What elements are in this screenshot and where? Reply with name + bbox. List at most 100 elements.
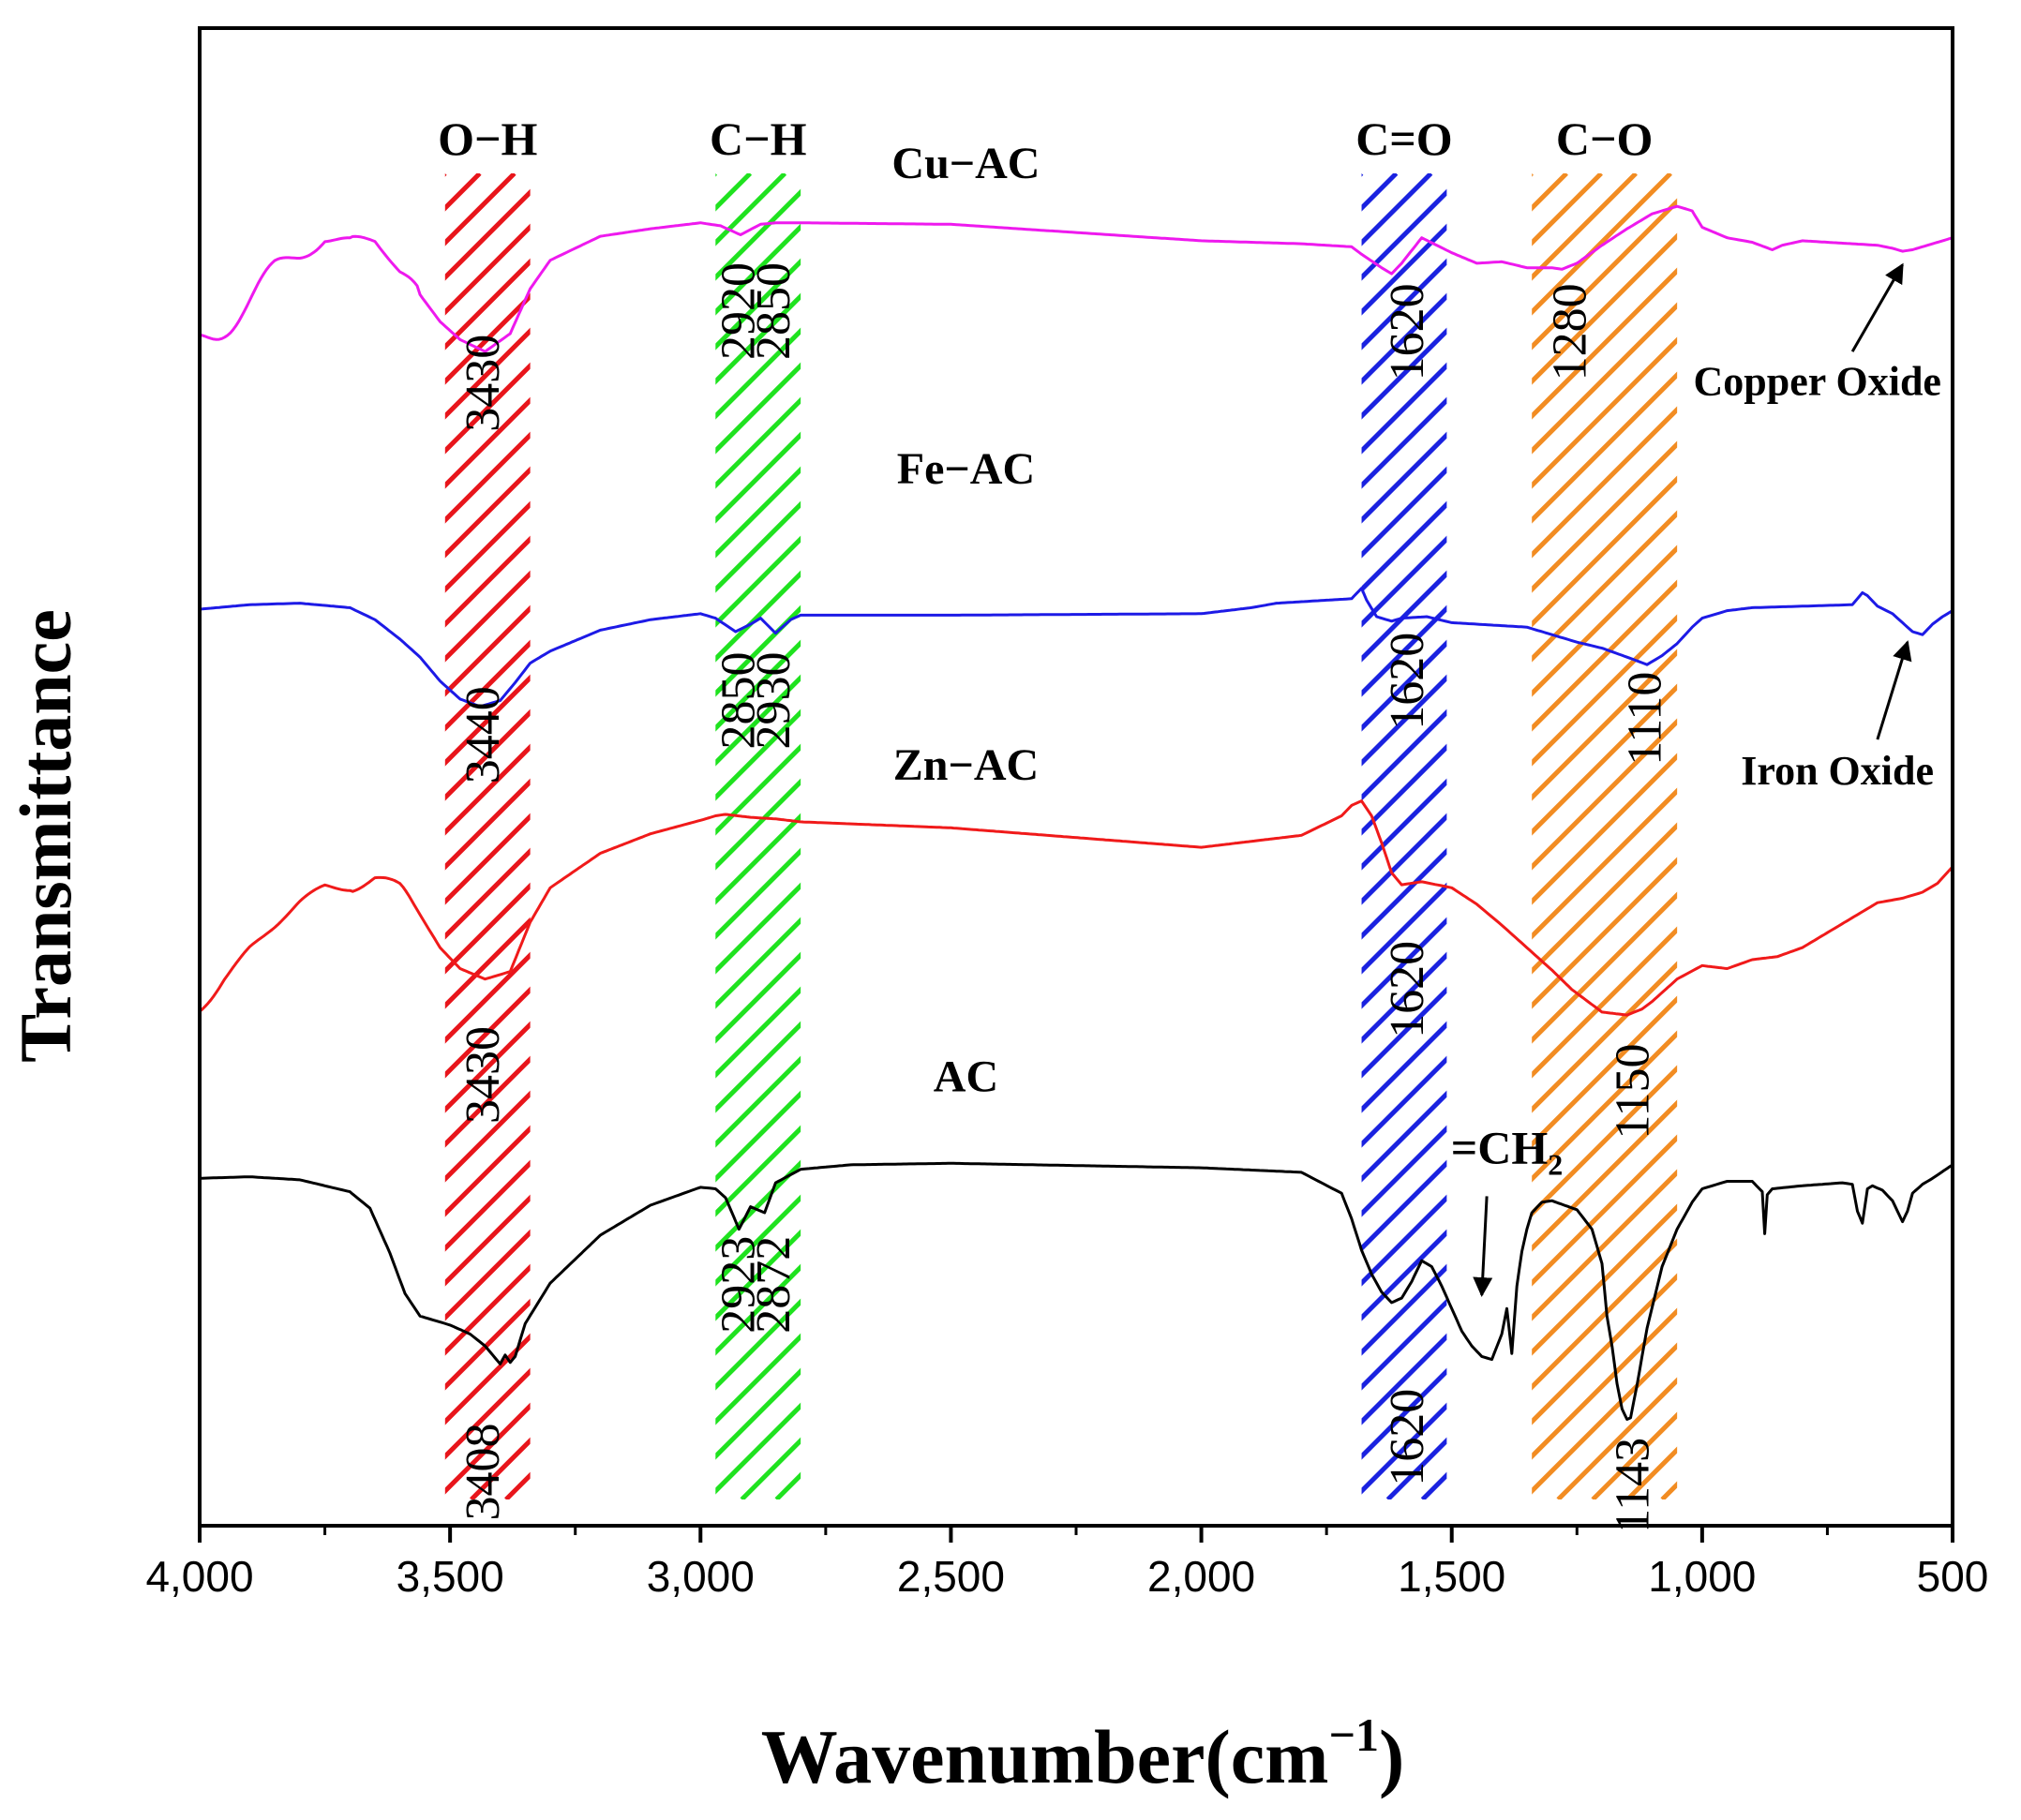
band-hatch-line [715, 639, 801, 732]
peak-label: 2850 [712, 652, 766, 750]
band-hatch-line [444, 743, 531, 836]
peak-label: 3430 [457, 1026, 510, 1124]
x-tick-label: 500 [1917, 1552, 1989, 1601]
band-hatch-line [1361, 188, 1447, 281]
x-axis-title-main: Wavenumber(cm [761, 1714, 1329, 1799]
peak-label: 1110 [1619, 672, 1672, 766]
curve-label-cuac: Cu−AC [891, 139, 1040, 188]
curve-label-znac: Zn−AC [893, 740, 1039, 790]
band-label-ch: C−H [710, 112, 807, 165]
x-axis-title-close: ) [1379, 1714, 1404, 1799]
band-hatch-line [715, 466, 801, 559]
x-axis-title-exponent: −1 [1328, 1708, 1379, 1761]
band-label-co: C=O [1355, 112, 1453, 165]
band-hatch-line [715, 1055, 801, 1148]
peak-label: 2920 [712, 262, 766, 360]
peak-label: 1620 [1381, 941, 1434, 1038]
band-hatch-line [715, 1229, 801, 1321]
band-hatch-line [715, 709, 801, 801]
band-hatch-line [444, 327, 531, 420]
band-hatch-line [1361, 1263, 1447, 1356]
callout-arrow [1850, 262, 1904, 352]
band-hatch-line [1532, 718, 1678, 871]
band-hatch-line [715, 1263, 801, 1356]
ch2-label-subscript: 2 [1548, 1147, 1563, 1181]
band-hatch-line [444, 847, 531, 940]
band-hatch-line [715, 173, 787, 246]
band-ch [715, 173, 801, 1499]
band-hatch-line [1361, 813, 1447, 905]
band-hatch-line [715, 327, 801, 420]
band-layer: O−H C−H C=O C−O [438, 112, 1678, 1499]
band-hatch-line [1532, 302, 1678, 455]
band-hatch-line [444, 674, 531, 767]
band-hatch-line [1532, 267, 1678, 420]
band-hatch-line [444, 813, 531, 905]
curve-label-ac: AC [934, 1052, 998, 1102]
band-hatch-line [444, 709, 531, 801]
band-hatch-line [444, 362, 531, 455]
band-co [1532, 173, 1678, 1499]
peak-label: 3440 [457, 686, 510, 783]
band-oh [444, 173, 531, 1499]
band-hatch-line [444, 951, 531, 1044]
band-hatch-line [444, 466, 531, 559]
peak-label: 1620 [1381, 1389, 1434, 1486]
band-label-co: C−O [1556, 112, 1654, 165]
band-hatch-line [1532, 1169, 1678, 1321]
peak-label: 3408 [457, 1423, 510, 1520]
band-hatch-line [1532, 173, 1672, 316]
band-hatch-line [1532, 1203, 1678, 1356]
peak-label: 1143 [1606, 1438, 1659, 1533]
band-hatch-line [1361, 362, 1447, 455]
series-line-znac [199, 799, 1954, 1017]
band-hatch-line [715, 362, 801, 455]
band-hatch-line [715, 500, 801, 593]
band-hatch-line [1532, 173, 1534, 177]
band-hatch-line [444, 1298, 531, 1391]
band-hatch-line [1532, 1134, 1678, 1287]
band-hatch-line [715, 431, 801, 524]
band-hatch-line [444, 1159, 531, 1252]
peak-label: 2872 [747, 1236, 801, 1334]
peak-label: 3430 [457, 335, 510, 432]
band-hatch-line [444, 431, 531, 524]
band-hatch-line [715, 535, 801, 628]
band-hatch-line [1361, 778, 1447, 871]
x-axis: 4,000 3,500 3,000 2,500 2,000 1,500 1,000 500 [145, 1526, 1988, 1601]
band-hatch-line [1532, 787, 1678, 940]
x-axis-title: Wavenumber(cm−1) [761, 1708, 1405, 1799]
peak-label: 1620 [1381, 633, 1434, 730]
x-tick-label: 2,500 [897, 1552, 1005, 1601]
y-axis-title: Transmittance [5, 609, 86, 1063]
band-hatch-line [715, 813, 801, 905]
band-hatch-line [444, 778, 531, 871]
band-hatch-line [1361, 1194, 1447, 1287]
ch2-arrow [1473, 1196, 1493, 1298]
series-line-feac [199, 587, 1954, 709]
band-hatch-line [1532, 822, 1678, 975]
band-hatch-line [715, 917, 801, 1009]
band-label-oh: O−H [438, 112, 537, 165]
peak-label: 1280 [1544, 283, 1597, 380]
band-hatch-line [715, 570, 801, 663]
band-hatch-line [715, 173, 753, 212]
peak-label: 2930 [747, 652, 801, 750]
band-hatch-line [1361, 1229, 1447, 1321]
band-hatch-line [715, 396, 801, 489]
x-tick-label: 1,500 [1398, 1552, 1505, 1601]
band-hatch-line [444, 1229, 531, 1321]
band-hatch-line [1532, 753, 1678, 905]
band-hatch-line [444, 1194, 531, 1287]
curve-label-feac: Fe−AC [897, 444, 1035, 494]
series-line-ac [199, 1161, 1954, 1421]
x-tick-label: 1,000 [1648, 1552, 1756, 1601]
band-hatch-line [715, 882, 801, 975]
band-hatch-line [444, 986, 531, 1079]
band-hatch-line [715, 674, 801, 767]
callout-copper-oxide: Copper Oxide [1694, 359, 1941, 405]
band-co [1361, 173, 1447, 1499]
band-hatch-line [1361, 396, 1447, 489]
x-tick-label: 2,000 [1147, 1552, 1255, 1601]
callout-arrow [1876, 640, 1912, 740]
